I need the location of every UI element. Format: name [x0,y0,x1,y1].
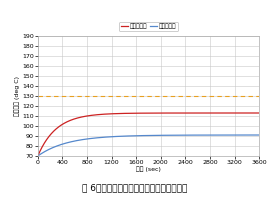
Legend: 閉路コイル, 電子コイル: 閉路コイル, 電子コイル [119,22,178,31]
電子コイル [211,134,214,136]
Line: 閉路コイル: 閉路コイル [38,113,259,156]
閉路コイル [258,112,261,114]
閉路コイル [251,112,254,114]
閉路コイル [138,112,141,114]
Text: 囶 6　部品の平均温度（調整した設計案）: 囶 6 部品の平均温度（調整した設計案） [82,183,188,192]
電子コイル [251,134,254,136]
電子コイル [138,134,141,137]
電子コイル [144,134,147,137]
閉路コイル [251,112,254,114]
電子コイル [251,134,254,136]
電子コイル [258,134,261,136]
閉路コイル [48,135,51,138]
閉路コイル [144,112,147,114]
閉路コイル [211,112,214,114]
閉路コイル [36,155,39,157]
X-axis label: 経過 (sec): 経過 (sec) [136,167,161,172]
Y-axis label: 平均温度 (deg C): 平均温度 (deg C) [15,76,21,116]
電子コイル [48,148,51,151]
Line: 電子コイル: 電子コイル [38,135,259,156]
電子コイル [36,155,39,157]
